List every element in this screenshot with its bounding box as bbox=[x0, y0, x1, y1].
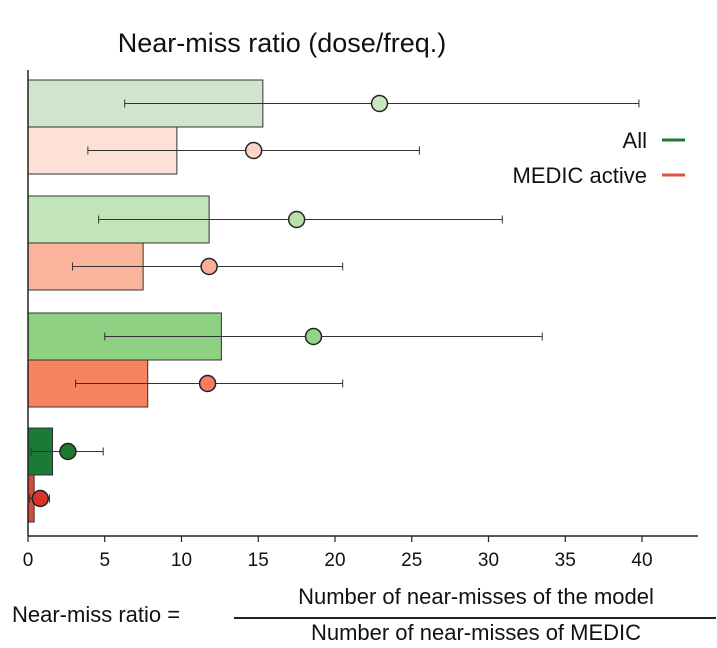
x-tick-label-40: 40 bbox=[631, 550, 652, 571]
formula-denominator: Number of near-misses of MEDIC bbox=[310, 620, 642, 645]
point-medic-g4 bbox=[31, 489, 50, 508]
formula: Near-miss ratio = Number of near-misses … bbox=[0, 580, 717, 648]
legend-label-medic-active: MEDIC active bbox=[513, 163, 647, 188]
legend-label-all: All bbox=[623, 128, 647, 153]
x-ticks: 0 5 10 15 20 25 30 35 40 bbox=[23, 536, 653, 571]
x-tick-label-5: 5 bbox=[99, 550, 110, 571]
formula-divider bbox=[234, 617, 716, 619]
bars-layer bbox=[27, 79, 640, 523]
formula-numerator: Number of near-misses of the model bbox=[298, 584, 654, 609]
formula-lhs: Near-miss ratio = bbox=[12, 602, 181, 627]
legend: All MEDIC active bbox=[513, 128, 685, 188]
axes-layer bbox=[27, 70, 698, 537]
point-medic-g2 bbox=[200, 257, 218, 276]
chart-title: Near-miss ratio (dose/freq.) bbox=[118, 28, 447, 58]
point-all-g4 bbox=[59, 442, 77, 461]
x-tick-label-20: 20 bbox=[324, 550, 345, 571]
x-tick-label-0: 0 bbox=[23, 550, 34, 571]
x-tick-label-10: 10 bbox=[171, 550, 192, 571]
point-all-g3 bbox=[304, 327, 323, 346]
chart: Near-miss ratio (dose/freq.) 0 5 10 15 20 25 3… bbox=[23, 28, 698, 571]
x-tick-label-30: 30 bbox=[478, 550, 499, 571]
point-all-g2 bbox=[287, 210, 306, 229]
x-tick-label-35: 35 bbox=[555, 550, 576, 571]
point-medic-g3 bbox=[198, 374, 217, 393]
point-medic-g1 bbox=[244, 141, 263, 160]
point-all-g1 bbox=[370, 94, 389, 113]
x-tick-label-25: 25 bbox=[401, 550, 422, 571]
x-tick-label-15: 15 bbox=[248, 550, 269, 571]
